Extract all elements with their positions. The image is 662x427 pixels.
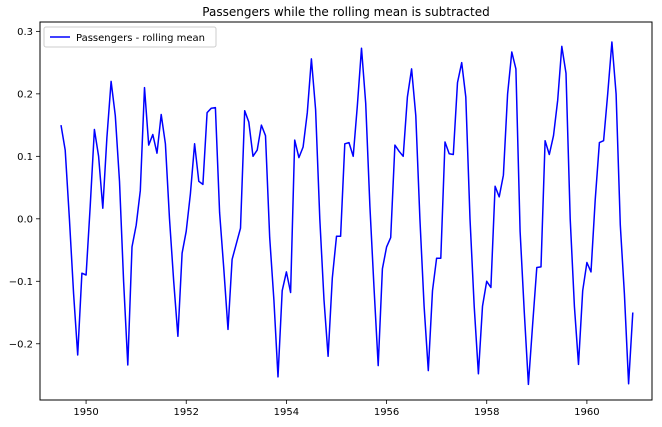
y-tick-label: −0.2 xyxy=(9,339,33,350)
x-tick-label: 1954 xyxy=(274,407,299,418)
plot-area xyxy=(39,21,653,401)
x-tick-label: 1950 xyxy=(73,407,98,418)
x-tick-label: 1956 xyxy=(374,407,399,418)
y-tick-label: 0.2 xyxy=(17,89,33,100)
x-tick-label: 1958 xyxy=(474,407,499,418)
y-tick-label: −0.1 xyxy=(9,277,33,288)
x-tick-label: 1960 xyxy=(574,407,599,418)
legend-label: Passengers - rolling mean xyxy=(76,33,205,44)
series-line-passengers-rolling-mean xyxy=(60,41,634,386)
chart-title: Passengers while the rolling mean is sub… xyxy=(202,5,489,19)
y-tick-label: 0.3 xyxy=(17,27,33,38)
y-axis: −0.2 −0.1 0.0 0.1 0.2 0.3 xyxy=(9,27,40,350)
y-tick-label: 0.0 xyxy=(17,214,33,225)
legend: Passengers - rolling mean xyxy=(43,26,217,48)
x-tick-label: 1952 xyxy=(174,407,199,418)
legend-box xyxy=(43,26,217,48)
x-axis: 1950 1952 1954 1956 1958 1960 xyxy=(73,400,600,418)
y-tick-label: 0.1 xyxy=(17,152,33,163)
axes-frame xyxy=(39,21,653,401)
